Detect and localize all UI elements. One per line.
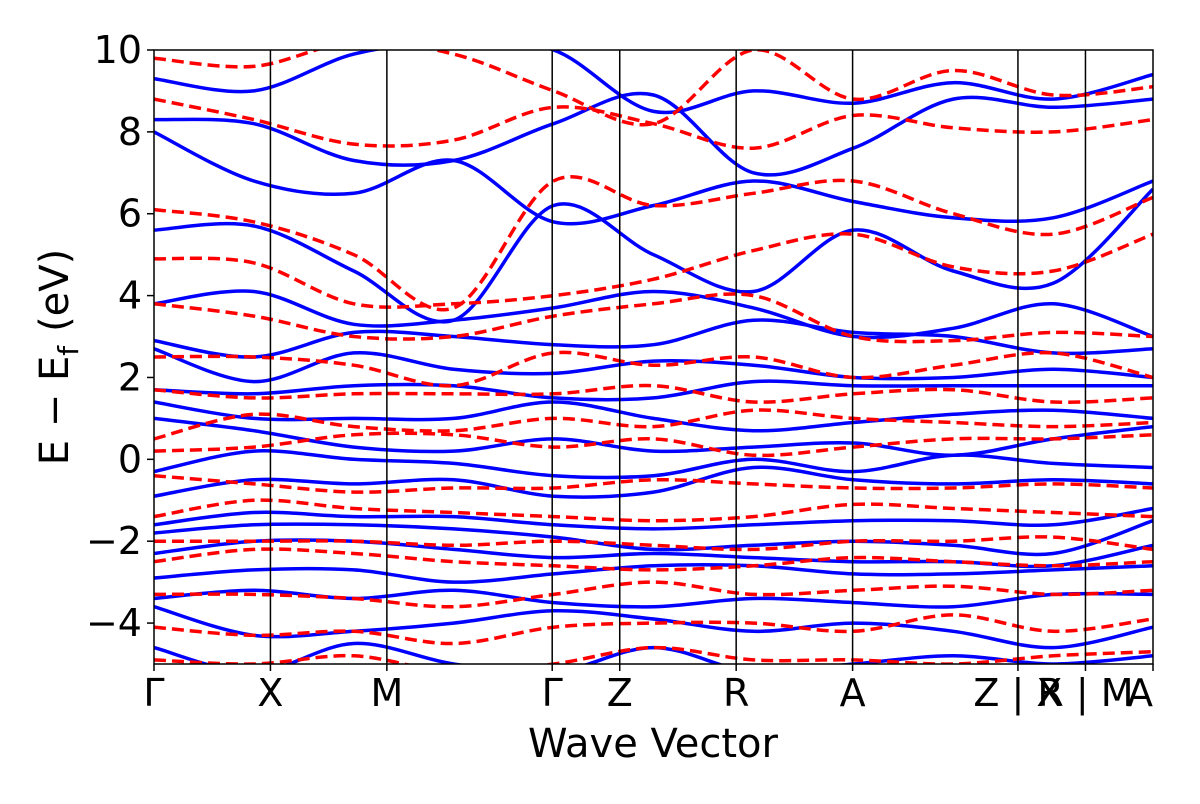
x-tick-label: M	[370, 671, 403, 715]
solid-band-line	[154, 379, 1153, 402]
y-ticks: −4 −2 0 2 4 6 8 10	[86, 28, 154, 645]
x-tick-label: R | M	[1037, 671, 1133, 716]
dashed-band-line	[154, 408, 1153, 441]
x-tick-label: A	[1127, 671, 1153, 715]
dashed-band-line	[154, 580, 1153, 609]
dashed-band-line	[154, 174, 1153, 312]
x-tick-label: A	[840, 671, 866, 715]
solid-band-line	[154, 465, 1153, 499]
dashed-band-line	[154, 350, 1153, 388]
dashed-band-line	[154, 473, 1153, 494]
dashed-band-line	[154, 645, 1153, 664]
x-tick-label: Z	[607, 671, 633, 715]
y-tick-label: 2	[118, 355, 142, 399]
solid-band-line	[154, 289, 1153, 340]
solid-band-line	[154, 416, 1153, 457]
x-tick-label: R	[723, 671, 749, 715]
solid-band-line	[154, 449, 1153, 480]
solid-band-line	[154, 588, 1153, 609]
y-tick-label: −2	[86, 519, 142, 563]
y-tick-label: 10	[94, 28, 142, 72]
x-axis-label: Wave Vector	[528, 721, 779, 767]
solid-band-line	[154, 519, 1153, 557]
bands-layer	[154, 50, 1153, 664]
y-axis-label-main: E − E	[32, 356, 78, 466]
solid-band-line	[154, 50, 1153, 115]
y-tick-label: 6	[118, 192, 142, 236]
x-tick-label: X	[257, 671, 283, 715]
x-tick-label: Γ	[143, 671, 164, 715]
solid-band-line	[154, 605, 1153, 650]
y-axis-label-group: E − Ef (eV)	[32, 249, 85, 466]
x-tick-label: Z | X	[973, 671, 1062, 716]
solid-band-line	[154, 91, 1153, 177]
kpoint-lines	[269, 50, 1087, 664]
y-axis-label: E − Ef (eV)	[32, 249, 85, 466]
dashed-band-line	[154, 50, 1153, 127]
dashed-band-line	[154, 232, 1153, 309]
solid-band-line	[154, 318, 1153, 359]
y-tick-label: 4	[118, 274, 142, 318]
dashed-band-line	[154, 547, 1153, 572]
dashed-band-line	[154, 498, 1153, 523]
dashed-band-line	[154, 535, 1153, 552]
solid-band-line	[154, 563, 1153, 584]
y-axis-label-unit: (eV)	[32, 249, 78, 332]
dashed-band-line	[154, 383, 1153, 404]
y-tick-label: 8	[118, 110, 142, 154]
y-tick-label: −4	[86, 601, 142, 645]
solid-band-line	[154, 187, 1153, 324]
dashed-band-line	[154, 431, 1153, 458]
dashed-band-line	[154, 613, 1153, 646]
dashed-band-line	[154, 97, 1153, 150]
solid-band-line	[154, 506, 1153, 531]
solid-band-line	[154, 641, 1153, 664]
dashed-band-line	[154, 292, 1153, 344]
y-axis-label-subscript: f	[52, 345, 85, 356]
y-tick-label: 0	[118, 437, 142, 481]
solid-band-line	[154, 400, 1153, 433]
x-tick-label: Γ	[542, 671, 563, 715]
solid-band-line	[154, 130, 1153, 226]
plot-frame	[153, 49, 1154, 665]
